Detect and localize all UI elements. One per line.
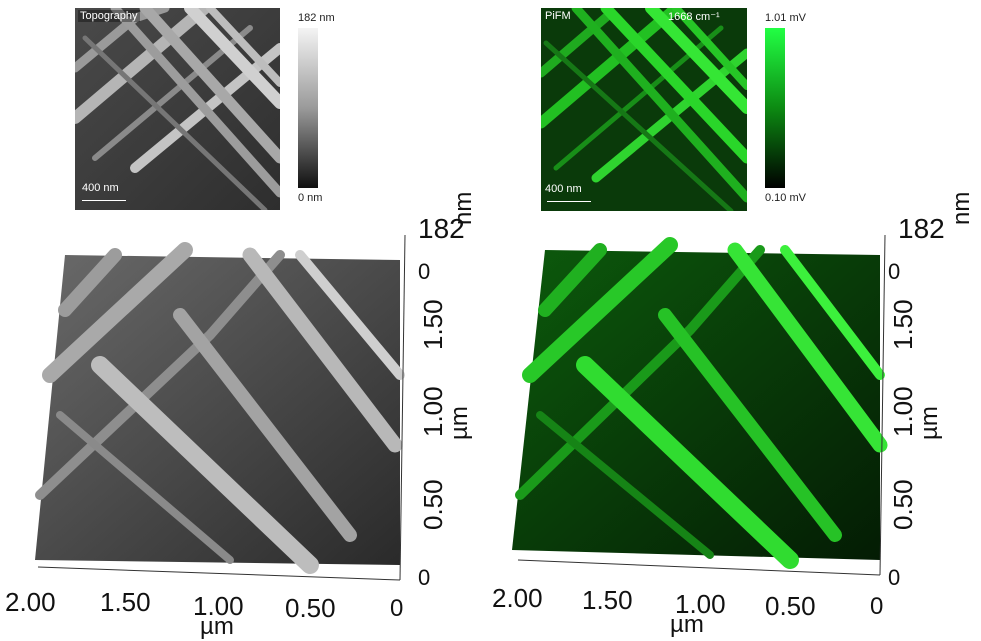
pifm-3d-y-axis [879, 234, 886, 576]
topography-map-panel: Topography 400 nm [75, 8, 280, 210]
topo-3d-x-tick-1: 2.00 [5, 587, 56, 617]
topo-3d-y-tick-2: 1.00 [418, 386, 448, 437]
topography-3d-surface [35, 234, 406, 581]
pifm-map-graphic [541, 8, 747, 211]
pifm-3d-x-tick-1: 2.00 [492, 583, 543, 613]
topo-3d-x-axis [37, 566, 401, 581]
topography-colorbar-max: 182 nm [298, 12, 335, 24]
pifm-colorbar [765, 28, 785, 188]
topography-map-label: Topography [78, 10, 140, 22]
topo-3d-x-tick-2: 1.50 [100, 587, 151, 617]
pifm-3d-z-max: 182 [898, 213, 945, 244]
pifm-3d-y-tick-4: 0 [888, 565, 901, 590]
pifm-3d-y-unit: µm [916, 406, 943, 440]
pifm-scale-label: 400 nm [545, 183, 582, 195]
pifm-3d-y-tick-2: 1.00 [888, 386, 918, 437]
pifm-3d-x-axis [517, 559, 881, 576]
topography-map-graphic [75, 8, 280, 210]
topography-scale-label: 400 nm [82, 182, 119, 194]
topography-scale-bar [82, 200, 126, 201]
topo-3d-y-tick-1: 1.50 [418, 299, 448, 350]
pifm-scale-bar [547, 201, 591, 202]
topo-3d-x-tick-5: 0 [390, 595, 404, 622]
pifm-3d-z-unit: nm [948, 191, 975, 225]
topo-3d-y-unit: µm [446, 406, 473, 440]
pifm-colorbar-min: 0.10 mV [765, 192, 806, 204]
pifm-3d-y-tick-3: 0.50 [888, 479, 918, 530]
topo-3d-x-tick-4: 0.50 [285, 593, 336, 623]
pifm-3d-surface [512, 234, 888, 576]
topo-3d-z-unit: nm [450, 191, 477, 225]
pifm-3d-x-tick-4: 0.50 [765, 591, 816, 621]
pifm-3d-panel: 182 0 nm 1.50 1.00 µm 0.50 0 2.00 1.50 1… [490, 192, 981, 641]
pifm-map-image: PiFM 1668 cm⁻¹ 400 nm [541, 8, 747, 211]
topography-map-image: Topography 400 nm [75, 8, 280, 210]
pifm-colorbar-max: 1.01 mV [765, 12, 806, 24]
topo-3d-x-unit: µm [200, 613, 234, 640]
topography-colorbar-min: 0 nm [298, 192, 323, 204]
topo-3d-z-max: 182 [418, 213, 465, 244]
pifm-3d-z-zero: 0 [888, 259, 901, 284]
topo-3d-y-tick-3: 0.50 [418, 479, 448, 530]
pifm-3d-x-tick-5: 0 [870, 593, 884, 620]
pifm-map-panel: PiFM 1668 cm⁻¹ 400 nm [541, 8, 747, 211]
pifm-3d-x-unit: µm [670, 611, 704, 638]
pifm-wavenumber-label: 1668 cm⁻¹ [668, 11, 720, 23]
topography-3d-panel: 182 0 nm 1.50 1.00 µm 0.50 0 2.00 1.50 1… [0, 192, 490, 641]
topography-colorbar [298, 28, 318, 188]
topo-3d-z-zero: 0 [418, 259, 431, 284]
pifm-map-label: PiFM [545, 10, 571, 22]
topo-3d-y-tick-4: 0 [418, 565, 431, 590]
topo-3d-x-tick-3: 1.00 [193, 591, 244, 621]
pifm-3d-x-tick-2: 1.50 [582, 585, 633, 615]
topo-3d-y-axis [399, 234, 406, 581]
pifm-3d-y-tick-1: 1.50 [888, 299, 918, 350]
pifm-3d-x-tick-3: 1.00 [675, 589, 726, 619]
